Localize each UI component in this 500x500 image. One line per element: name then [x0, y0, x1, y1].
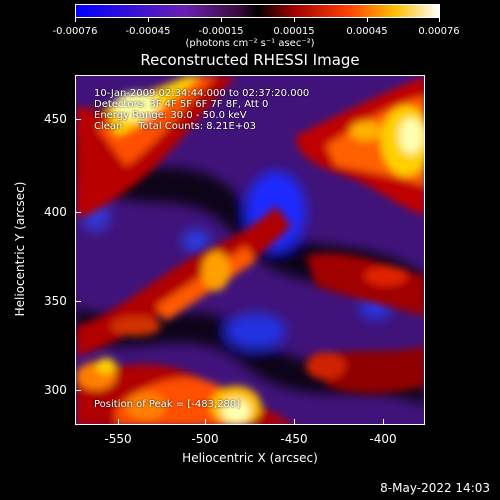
solar-image-plot: 10-Jan-2009 02:34:44.000 to 02:37:20.000…	[75, 75, 425, 425]
detectors-text: Detectors: 3F 4F 5F 6F 7F 8F, Att 0	[94, 99, 269, 110]
y-axis-label: Heliocentric Y (arcsec)	[13, 181, 27, 317]
time-range-text: 10-Jan-2009 02:34:44.000 to 02:37:20.000	[94, 88, 310, 99]
x-axis-label: Heliocentric X (arcsec)	[182, 451, 318, 465]
colorbar-tick	[367, 18, 368, 22]
image-title: Reconstructed RHESSI Image	[140, 51, 360, 69]
y-tick-label: 300	[44, 383, 67, 397]
y-tick	[75, 119, 81, 120]
colorbar-tick-label: -0.00045	[125, 26, 171, 37]
date-stamp: 8-May-2022 14:03	[380, 481, 490, 495]
colorbar-tick	[294, 18, 295, 22]
clean-counts-text: Clean Total Counts: 8.21E+03	[94, 121, 256, 132]
x-tick-label: -550	[104, 432, 132, 446]
energy-range-text: Energy Range: 30.0 - 50.0 keV	[94, 110, 247, 121]
colorbar-tick	[148, 18, 149, 22]
x-tick-label: -400	[369, 432, 397, 446]
y-tick	[75, 212, 81, 213]
colorbar-tick-label: 0.00015	[273, 26, 315, 37]
colorbar-tick-label: -0.00076	[52, 26, 98, 37]
y-tick-label: 450	[44, 112, 67, 126]
peak-position-text: Position of Peak = [-483,280]	[94, 399, 241, 410]
y-tick	[75, 390, 81, 391]
colorbar-tick	[221, 18, 222, 22]
y-tick	[75, 301, 81, 302]
x-tick	[118, 419, 119, 425]
y-tick-label: 400	[44, 205, 67, 219]
colorbar-tick-label: 0.00045	[346, 26, 388, 37]
colorbar-tick	[75, 18, 76, 22]
solar-image	[76, 76, 424, 424]
colorbar-tick	[439, 18, 440, 22]
colorbar	[75, 4, 440, 18]
x-tick-label: -450	[280, 432, 308, 446]
y-tick-label: 350	[44, 294, 67, 308]
x-tick	[383, 419, 384, 425]
x-tick-label: -500	[191, 432, 219, 446]
colorbar-tick-label: 0.00076	[418, 26, 460, 37]
colorbar-units: (photons cm⁻² s⁻¹ asec⁻²)	[185, 38, 315, 49]
x-tick	[294, 419, 295, 425]
x-tick	[205, 419, 206, 425]
colorbar-tick-label: -0.00015	[198, 26, 244, 37]
